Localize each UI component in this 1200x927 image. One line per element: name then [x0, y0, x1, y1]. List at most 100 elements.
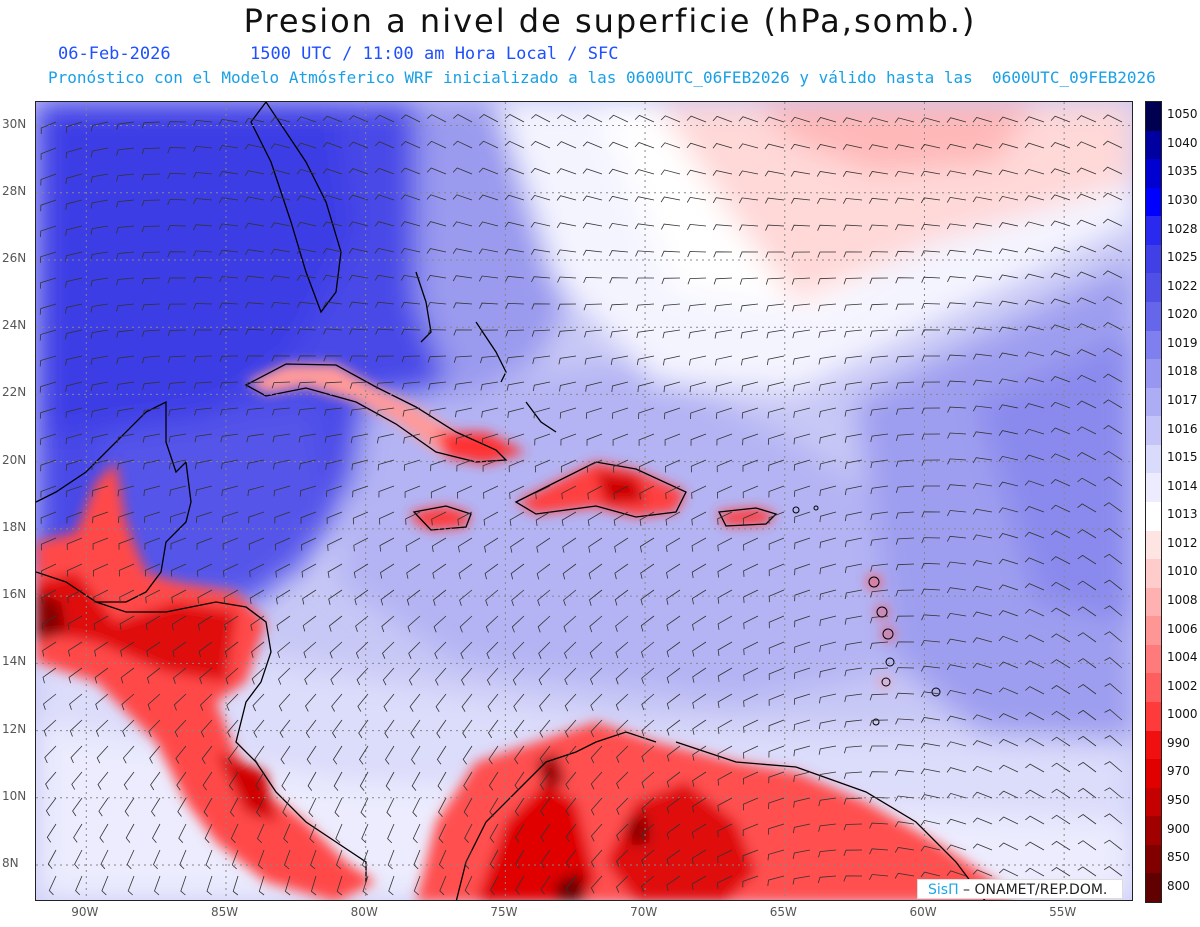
wind-barb — [514, 745, 525, 765]
wind-barb — [39, 303, 57, 315]
wind-barb — [920, 223, 941, 230]
wind-barb — [793, 459, 811, 471]
wind-barb — [1051, 633, 1071, 643]
wind-barb — [794, 563, 811, 576]
wind-barb — [1025, 841, 1045, 851]
wind-barb — [792, 329, 811, 339]
wind-barb — [119, 615, 135, 630]
legend-label: 1010 — [1167, 564, 1198, 579]
wind-barb — [193, 303, 213, 310]
wind-barb — [453, 114, 473, 123]
wind-barb — [612, 459, 629, 473]
wind-barb — [741, 407, 759, 419]
legend-swatch — [1146, 102, 1161, 132]
wind-barb — [328, 589, 343, 605]
legend-label: 1006 — [1167, 621, 1198, 636]
wind-barb — [167, 303, 187, 310]
wind-barb — [1050, 427, 1071, 435]
wind-barb — [229, 797, 239, 817]
wind-barb — [947, 510, 967, 517]
wind-barb — [998, 687, 1019, 695]
wind-barb — [197, 615, 213, 631]
wind-barb — [585, 407, 603, 419]
wind-barb — [306, 745, 317, 765]
wind-barb — [894, 872, 915, 879]
wind-barb — [844, 589, 863, 599]
wind-barb — [540, 875, 551, 895]
wind-barb — [335, 823, 343, 844]
wind-barb — [1050, 401, 1071, 409]
legend-label: 1035 — [1167, 164, 1198, 179]
wind-barb — [690, 407, 707, 420]
wind-barb — [972, 662, 993, 669]
wind-barb — [327, 537, 343, 552]
wind-barb — [713, 277, 733, 285]
wind-barb — [819, 511, 837, 523]
wind-barb — [1050, 298, 1071, 305]
wind-barb — [101, 875, 109, 896]
wind-barb — [947, 302, 967, 309]
wind-barb — [870, 459, 889, 469]
wind-barb — [717, 563, 733, 578]
wind-barb — [438, 823, 447, 844]
wind-barb — [819, 433, 837, 444]
wind-barb — [818, 771, 837, 781]
wind-barb — [301, 563, 317, 578]
wind-barb — [583, 276, 603, 284]
wind-barb — [1025, 763, 1045, 773]
legend-swatch — [1146, 387, 1161, 417]
legend-swatch — [1146, 759, 1161, 789]
wind-barb — [540, 797, 551, 817]
wind-barb — [220, 407, 239, 416]
wind-barb — [590, 693, 603, 712]
wind-barb — [792, 303, 811, 312]
wind-barb — [218, 197, 239, 204]
wind-barb — [297, 328, 317, 335]
wind-barb — [532, 355, 551, 364]
wind-barb — [641, 797, 655, 815]
wind-barb — [1103, 528, 1123, 539]
wind-barb — [452, 275, 473, 282]
wind-barb — [489, 849, 499, 869]
wind-barb — [664, 407, 681, 420]
wind-barb — [66, 537, 83, 551]
forecast-description: Pronóstico con el Modelo Atmósferico WRF… — [48, 68, 1156, 87]
wind-barb — [556, 168, 577, 175]
wind-barb — [302, 589, 317, 605]
wind-barb — [436, 719, 447, 739]
wind-barb — [65, 329, 83, 340]
wind-barb — [479, 302, 499, 309]
wind-barb — [790, 197, 811, 204]
wind-barb — [336, 875, 343, 896]
wind-barb — [486, 667, 499, 686]
wind-barb — [608, 141, 629, 149]
wind-barb — [767, 849, 785, 861]
wind-barb — [274, 511, 291, 524]
wind-barb — [284, 875, 291, 896]
legend-swatch — [1146, 330, 1161, 360]
wind-barb — [635, 303, 655, 312]
wind-barb — [122, 719, 135, 737]
wind-barb — [68, 667, 83, 684]
wind-barb — [764, 197, 785, 204]
wind-barb — [641, 875, 655, 893]
wind-barb — [270, 169, 291, 176]
wind-barb — [382, 667, 395, 686]
wind-barb — [688, 329, 707, 339]
wind-barb — [793, 797, 811, 808]
wind-barb — [270, 222, 291, 229]
wind-barb — [90, 303, 109, 313]
wind-barb — [768, 719, 785, 732]
wind-barb — [641, 719, 655, 737]
wind-barb — [40, 251, 57, 263]
wind-barb — [92, 511, 109, 524]
wind-barb — [638, 407, 655, 420]
wind-barb — [641, 667, 655, 685]
wind-barb — [173, 667, 187, 684]
wind-barb — [336, 849, 343, 870]
wind-barb — [117, 485, 135, 497]
wind-barb — [562, 563, 577, 580]
wind-barb — [895, 433, 915, 442]
wind-barb — [220, 459, 239, 470]
legend-swatch — [1146, 616, 1161, 646]
